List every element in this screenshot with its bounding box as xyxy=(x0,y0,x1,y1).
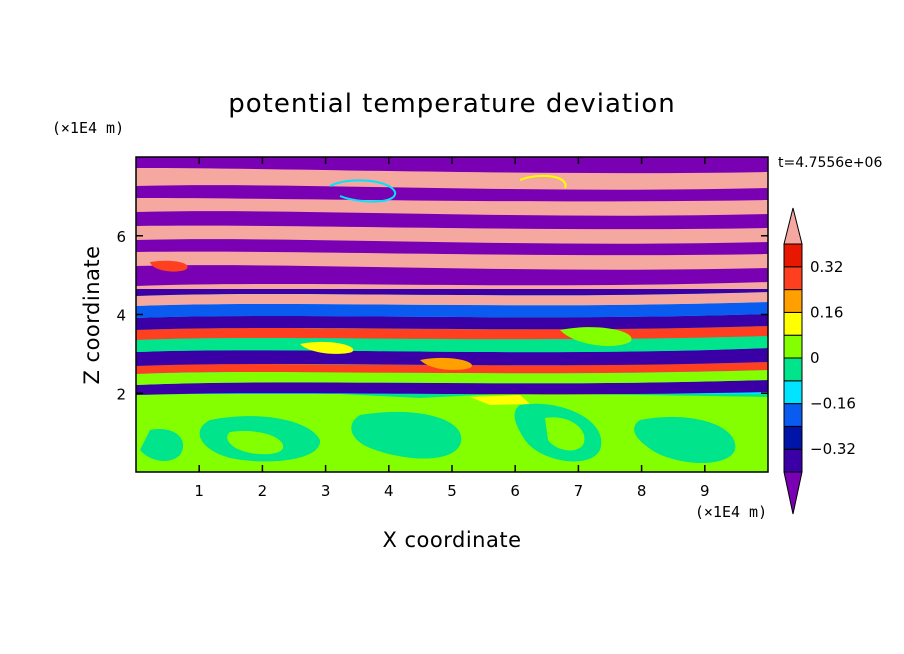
colorbar-cell xyxy=(783,311,803,336)
mixed-band-1 xyxy=(136,380,768,395)
x-tick-label: 8 xyxy=(637,482,647,500)
upper-swirl-loop xyxy=(329,179,397,203)
mixed-swirl-green xyxy=(560,327,632,346)
upper-purple-band-3 xyxy=(136,211,768,230)
lower-region xyxy=(136,392,768,472)
colorbar-cell xyxy=(783,380,803,405)
colorbar-tick-label: −0.32 xyxy=(810,440,856,458)
colorbar-cell xyxy=(783,357,803,382)
x-axis-label: X coordinate xyxy=(382,528,521,552)
colorbar-cell xyxy=(783,266,803,291)
lower-green-blob-5 xyxy=(140,429,184,462)
y-unit-label: (×1E4 m) xyxy=(52,119,124,137)
colorbar-top-arrow xyxy=(783,207,803,245)
mixed-swirl-yellow xyxy=(300,341,354,354)
upper-purple-band-2 xyxy=(136,239,768,256)
mixed-band-8 xyxy=(136,302,768,318)
mixed-band-2 xyxy=(136,370,768,385)
time-label: t=4.7556e+06 xyxy=(778,155,882,171)
x-tick-label: 3 xyxy=(321,482,331,500)
mixed-swirl-orange xyxy=(420,357,472,370)
upper-swirl-loop-2 xyxy=(519,174,567,189)
upper-purple-band-4 xyxy=(136,185,768,202)
upper-region xyxy=(136,157,768,289)
x-tick-label: 6 xyxy=(510,482,520,500)
y-axis-label: Z coordinate xyxy=(80,245,104,384)
colorbar-tick-label: 0.32 xyxy=(810,258,843,276)
chart-title: potential temperature deviation xyxy=(228,89,675,119)
colorbar-tick-label: 0 xyxy=(810,349,820,367)
x-unit-label: (×1E4 m) xyxy=(695,503,767,521)
colorbar-bottom-arrow xyxy=(783,471,803,515)
lower-green-blob-2 xyxy=(351,411,462,459)
colorbar-cell xyxy=(783,403,803,427)
x-tick-label: 5 xyxy=(447,482,457,500)
x-tick-label: 2 xyxy=(258,482,268,500)
colorbar-cell xyxy=(783,448,803,473)
upper-purple-band-5 xyxy=(136,157,768,174)
lower-yellow-streak xyxy=(470,395,530,405)
mixed-region xyxy=(136,282,768,395)
colorbar: 0.32 0.16 0 −0.16 −0.32 xyxy=(783,207,856,515)
y-tick-label: 4 xyxy=(116,307,126,325)
x-tick-label: 9 xyxy=(700,482,710,500)
colorbar-cell xyxy=(783,334,803,359)
mixed-band-9 xyxy=(136,292,768,306)
mixed-band-4 xyxy=(136,348,768,366)
mixed-band-7 xyxy=(136,314,768,330)
colorbar-cell xyxy=(783,425,803,450)
x-axis-ticks: 1 2 3 4 5 6 7 8 9 xyxy=(194,157,710,500)
lower-green-blob-4 xyxy=(634,416,736,463)
lower-lightgreen-swirl-2 xyxy=(545,417,585,451)
colorbar-tick-label: −0.16 xyxy=(810,395,856,413)
y-tick-label: 6 xyxy=(116,228,126,246)
x-tick-label: 4 xyxy=(384,482,394,500)
y-tick-label: 2 xyxy=(116,385,126,403)
x-tick-label: 7 xyxy=(574,482,584,500)
contour-field xyxy=(136,157,768,472)
upper-red-streak xyxy=(150,260,188,272)
lower-lightgreen-swirl-1 xyxy=(227,430,284,455)
colorbar-cell xyxy=(783,243,803,268)
upper-purple-band-1 xyxy=(136,265,768,286)
y-axis-ticks: 2 4 6 xyxy=(116,228,768,403)
colorbar-cell xyxy=(783,289,803,313)
x-tick-label: 1 xyxy=(194,482,204,500)
colorbar-tick-label: 0.16 xyxy=(810,303,843,321)
